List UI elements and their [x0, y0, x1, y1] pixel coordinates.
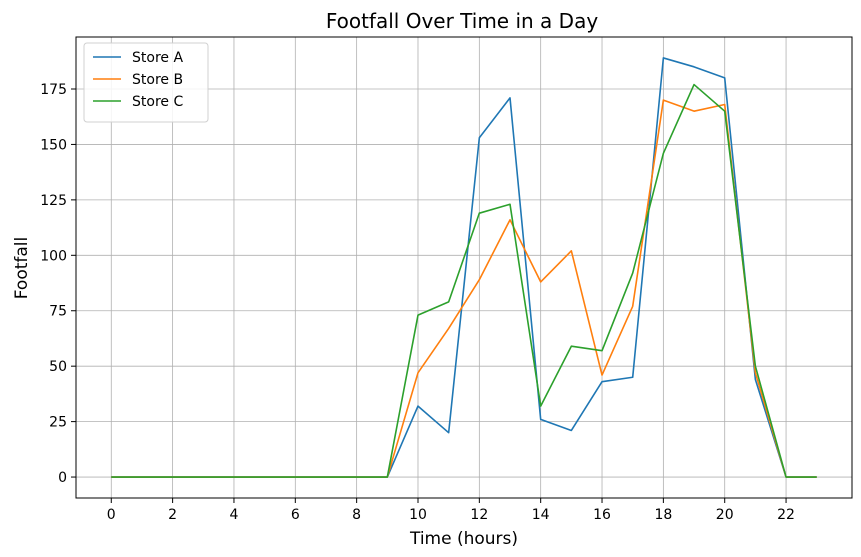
y-tick-label: 150 [40, 137, 67, 153]
x-tick-label: 4 [229, 507, 238, 523]
legend-label-store-b: Store B [132, 72, 183, 88]
y-tick-label: 50 [49, 359, 67, 375]
y-tick-label: 100 [40, 248, 67, 264]
y-tick-label: 25 [49, 415, 67, 431]
legend-label-store-c: Store C [132, 94, 183, 110]
y-tick-label: 175 [40, 82, 67, 98]
series-line-store-c [111, 83, 817, 478]
x-axis-ticks: 0 2 4 6 8 10 12 14 16 18 20 22 [107, 498, 795, 523]
y-axis-ticks: 0 25 50 75 100 125 150 175 [40, 82, 76, 486]
chart-title: Footfall Over Time in a Day [326, 9, 598, 33]
legend: Store A Store B Store C [83, 42, 209, 123]
x-tick-label: 10 [409, 507, 427, 523]
x-tick-label: 14 [532, 507, 550, 523]
x-tick-label: 16 [593, 507, 611, 523]
series-lines [111, 57, 817, 478]
x-tick-label: 8 [352, 507, 361, 523]
y-tick-label: 75 [49, 304, 67, 320]
series-line-store-a [111, 57, 817, 478]
legend-box [83, 42, 209, 123]
x-tick-label: 0 [107, 507, 116, 523]
x-tick-label: 22 [777, 507, 795, 523]
y-tick-label: 125 [40, 193, 67, 209]
x-tick-label: 6 [291, 507, 300, 523]
x-tick-label: 2 [168, 507, 177, 523]
plot-area-frame [75, 36, 853, 499]
y-axis-label: Footfall [12, 237, 32, 300]
x-tick-label: 12 [470, 507, 488, 523]
legend-label-store-a: Store A [132, 50, 183, 66]
y-tick-label: 0 [58, 470, 67, 486]
x-tick-label: 20 [716, 507, 734, 523]
x-tick-label: 18 [654, 507, 672, 523]
x-axis-label: Time (hours) [409, 529, 518, 549]
